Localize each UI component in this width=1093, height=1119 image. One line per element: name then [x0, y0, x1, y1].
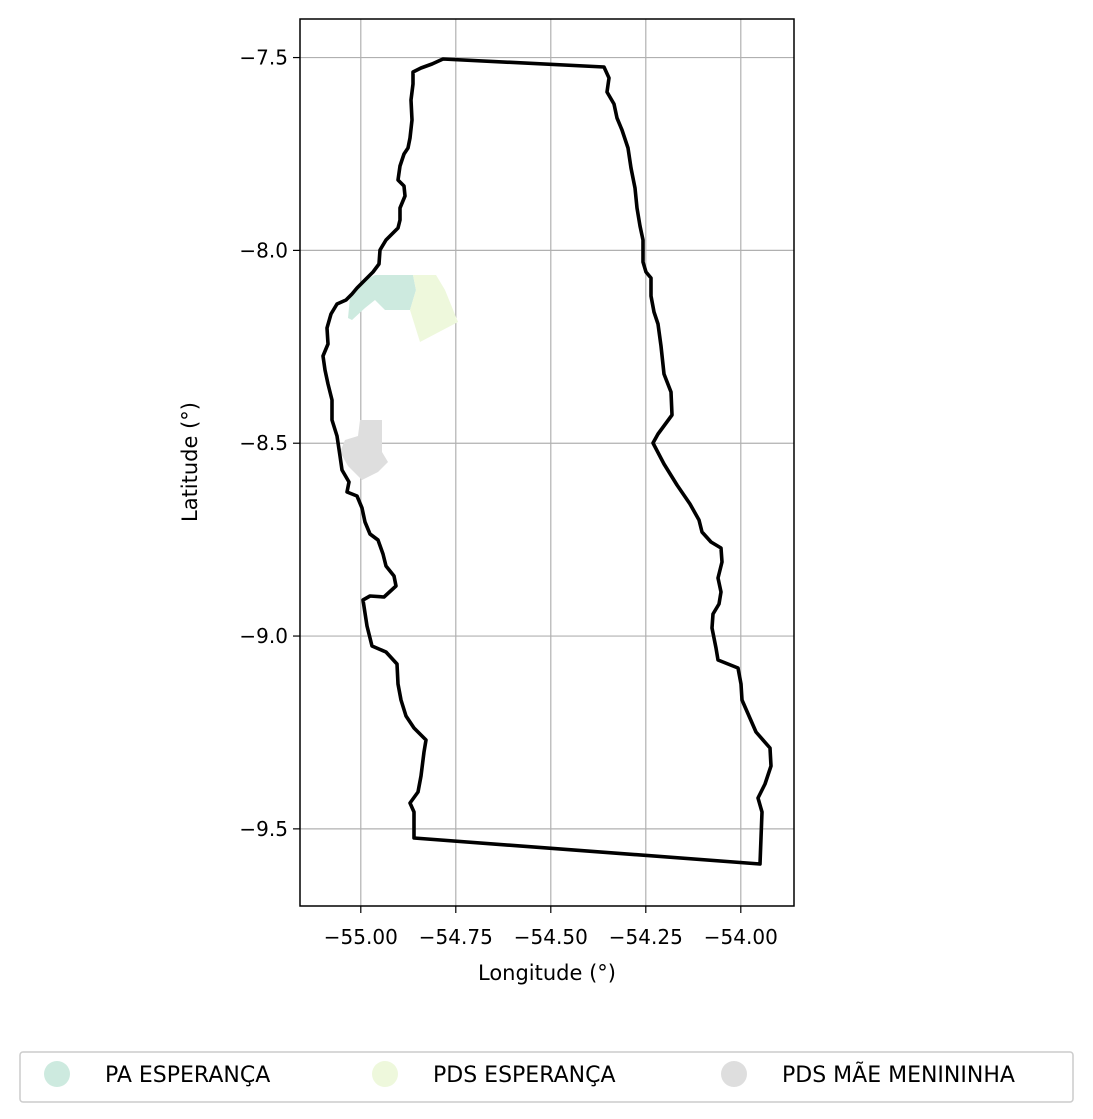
legend: PA ESPERANÇA PDS ESPERANÇA PDS MÃE MENIN… — [19, 1051, 1074, 1103]
axis-ticks: −55.00 −54.75 −54.50 −54.25 −54.00 −7.5 −8.0 −8… — [239, 46, 777, 949]
x-axis-title: Longitude (°) — [478, 961, 616, 985]
y-tick-label: −9.0 — [239, 624, 288, 648]
x-tick-label: −54.75 — [419, 925, 493, 949]
settlement-polygons — [340, 275, 458, 480]
legend-marker-pds-mae-menininha — [721, 1061, 747, 1087]
y-axis-title: Latitude (°) — [178, 402, 202, 522]
grid-lines — [300, 19, 794, 906]
y-tick-label: −9.5 — [239, 817, 288, 841]
y-tick-label: −8.5 — [239, 431, 288, 455]
legend-label-pds-mae-menininha: PDS MÃE MENININHA — [782, 1061, 1015, 1088]
y-tick-label: −7.5 — [239, 46, 288, 70]
pds-mae-menininha-area — [340, 420, 388, 480]
plot-frame — [299, 18, 795, 907]
legend-label-pds-esperanca: PDS ESPERANÇA — [433, 1063, 616, 1088]
x-tick-label: −54.25 — [609, 925, 683, 949]
legend-box — [19, 1051, 1074, 1103]
pa-esperanca-area — [348, 275, 416, 320]
y-tick-label: −8.0 — [239, 238, 288, 262]
legend-marker-pds-esperanca — [372, 1061, 398, 1087]
municipality-boundary — [321, 57, 773, 866]
legend-marker-pa-esperanca — [44, 1061, 70, 1087]
x-tick-label: −54.50 — [514, 925, 588, 949]
pds-esperanca-area — [410, 275, 458, 342]
x-tick-label: −54.00 — [704, 925, 778, 949]
x-tick-label: −55.00 — [324, 925, 398, 949]
legend-label-pa-esperanca: PA ESPERANÇA — [105, 1063, 270, 1088]
